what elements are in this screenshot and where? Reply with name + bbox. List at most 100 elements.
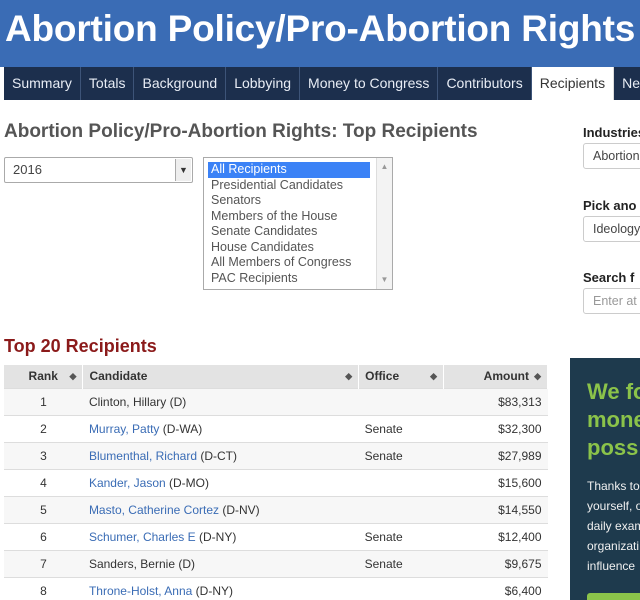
promo-body-line: organizati	[587, 539, 640, 553]
sort-icon[interactable]: ◆	[534, 371, 541, 381]
tab-summary[interactable]: Summary	[4, 67, 81, 100]
listbox-option[interactable]: All Recipients	[208, 162, 370, 178]
amount-cell: $27,989	[443, 441, 548, 469]
office-cell: Senate	[358, 549, 444, 577]
amount-cell: $12,400	[443, 522, 548, 550]
candidate-name: Clinton, Hillary	[88, 394, 167, 409]
amount-header-label: Amount	[483, 369, 529, 384]
tab-news[interactable]: News	[614, 67, 640, 100]
listbox-option[interactable]: House Candidates	[211, 239, 314, 254]
candidate-name[interactable]: Masto, Catherine Cortez	[88, 502, 219, 517]
office-cell	[358, 495, 444, 523]
amount-cell: $83,313	[443, 387, 548, 415]
chevron-down-icon[interactable]: ▼	[175, 159, 191, 181]
industry-select[interactable]: Abortion	[583, 143, 640, 169]
candidate-header[interactable]: Candidate ◆	[82, 365, 360, 388]
office-cell	[358, 576, 444, 600]
sort-icon[interactable]: ◆	[345, 371, 353, 381]
pick-another-label: Pick ano	[583, 198, 637, 213]
rank-cell: 6	[4, 522, 83, 550]
candidate-name: Sanders, Bernie	[88, 556, 175, 571]
tab-recipients[interactable]: Recipients	[531, 67, 615, 100]
promo-headline-line: mone	[587, 407, 640, 432]
amount-cell: $6,400	[443, 576, 548, 600]
candidate-cell: Masto, Catherine Cortez (D-NV)	[82, 495, 359, 523]
table-row: 6 Schumer, Charles E (D-NY) Senate $12,400	[4, 522, 548, 550]
table-row: 7 Sanders, Bernie (D) Senate $9,675	[4, 549, 548, 577]
office-header[interactable]: Office ◆	[358, 365, 445, 388]
promo-body-line: yourself, o	[587, 499, 640, 513]
amount-cell: $9,675	[443, 549, 548, 577]
listbox-option[interactable]: Senate Candidates	[211, 224, 318, 238]
candidate-cell: Sanders, Bernie (D)	[82, 549, 359, 577]
amount-cell: $15,600	[443, 468, 548, 496]
amount-header[interactable]: Amount ◆	[443, 365, 548, 388]
tab-money-to-congress[interactable]: Money to Congress	[300, 67, 439, 100]
promo-headline-line: We fo	[587, 379, 640, 404]
promo-headline: We fo mone poss	[587, 378, 640, 462]
rank-cell: 3	[4, 441, 83, 469]
scroll-down-icon[interactable]: ▼	[380, 275, 389, 284]
listbox-option[interactable]: Members of the House	[211, 208, 338, 223]
candidate-cell: Throne-Holst, Anna (D-NY)	[82, 576, 359, 600]
candidate-name[interactable]: Murray, Patty	[88, 421, 160, 436]
candidate-party: (D-MO)	[165, 475, 209, 490]
section-nav: Summary Totals Background Lobbying Money to …	[4, 67, 640, 100]
promo-body: Thanks to yourself, o daily exam organizati…	[587, 476, 640, 576]
tab-totals[interactable]: Totals	[81, 67, 135, 100]
table-row: 2 Murray, Patty (D-WA) Senate $32,300	[4, 414, 548, 442]
table-row: 4 Kander, Jason (D-MO) $15,600	[4, 468, 548, 496]
page-title: Abortion Policy/Pro-Abortion Rights: Top…	[4, 121, 478, 142]
rank-cell: 1	[4, 387, 83, 415]
table-row: 8 Throne-Holst, Anna (D-NY) $6,400	[4, 576, 548, 600]
pick-another-select[interactable]: Ideology/	[583, 216, 640, 242]
recipient-filter-listbox[interactable]: All Recipients Presidential Candidates Sen…	[203, 157, 393, 290]
scroll-up-icon[interactable]: ▲	[380, 162, 389, 171]
listbox-option[interactable]: Presidential Candidates	[211, 177, 344, 192]
tab-lobbying[interactable]: Lobbying	[226, 67, 301, 100]
promo-body-line: influence	[587, 559, 636, 573]
listbox-option[interactable]: Senators	[211, 193, 262, 207]
office-cell	[358, 468, 444, 496]
candidate-name[interactable]: Kander, Jason	[88, 475, 166, 490]
office-header-label: Office	[365, 369, 400, 384]
candidate-name[interactable]: Blumenthal, Richard	[88, 448, 197, 463]
section-title: Top 20 Recipients	[4, 336, 157, 356]
amount-cell: $32,300	[443, 414, 548, 442]
listbox-option[interactable]: PAC Recipients	[211, 270, 298, 285]
office-cell: Senate	[358, 522, 444, 550]
banner-title: Abortion Policy/Pro-Abortion Rights	[5, 8, 636, 49]
listbox-scrollbar[interactable]: ▲ ▼	[376, 158, 392, 289]
candidate-name[interactable]: Schumer, Charles E	[88, 529, 196, 544]
office-cell: Senate	[358, 414, 444, 442]
tab-background[interactable]: Background	[134, 67, 227, 100]
candidate-party: (D-NY)	[192, 583, 233, 598]
rank-header-label: Rank	[28, 369, 58, 384]
year-select[interactable]: 2016 ▼	[4, 157, 193, 183]
candidate-party: (D)	[175, 556, 195, 571]
search-input[interactable]: Enter at l	[583, 288, 640, 314]
promo-button[interactable]	[587, 593, 640, 600]
amount-cell: $14,550	[443, 495, 548, 523]
sort-icon[interactable]: ◆	[430, 371, 438, 381]
rank-cell: 8	[4, 576, 83, 600]
rank-header[interactable]: Rank ◆	[4, 365, 84, 388]
candidate-name[interactable]: Throne-Holst, Anna	[88, 583, 193, 598]
office-cell: Senate	[358, 441, 444, 469]
listbox-option[interactable]: All Members of Congress	[211, 255, 352, 269]
table-row: 5 Masto, Catherine Cortez (D-NV) $14,550	[4, 495, 548, 523]
sort-icon[interactable]: ◆	[69, 371, 77, 381]
table-row: 1 Clinton, Hillary (D) $83,313	[4, 387, 548, 415]
rank-cell: 5	[4, 495, 83, 523]
rank-cell: 7	[4, 549, 83, 577]
candidate-party: (D-NY)	[195, 529, 237, 544]
tab-contributors[interactable]: Contributors	[438, 67, 532, 100]
donate-promo: We fo mone poss Thanks to yourself, o daily …	[570, 358, 640, 600]
candidate-party: (D-NV)	[219, 502, 260, 517]
candidate-cell: Kander, Jason (D-MO)	[82, 468, 359, 496]
candidate-party: (D-WA)	[159, 421, 203, 436]
candidate-cell: Clinton, Hillary (D)	[82, 387, 359, 415]
promo-headline-line: poss	[587, 435, 639, 460]
recipients-table: Rank ◆ Candidate ◆ Office ◆ Amount ◆ 1 Clinto…	[4, 365, 548, 600]
